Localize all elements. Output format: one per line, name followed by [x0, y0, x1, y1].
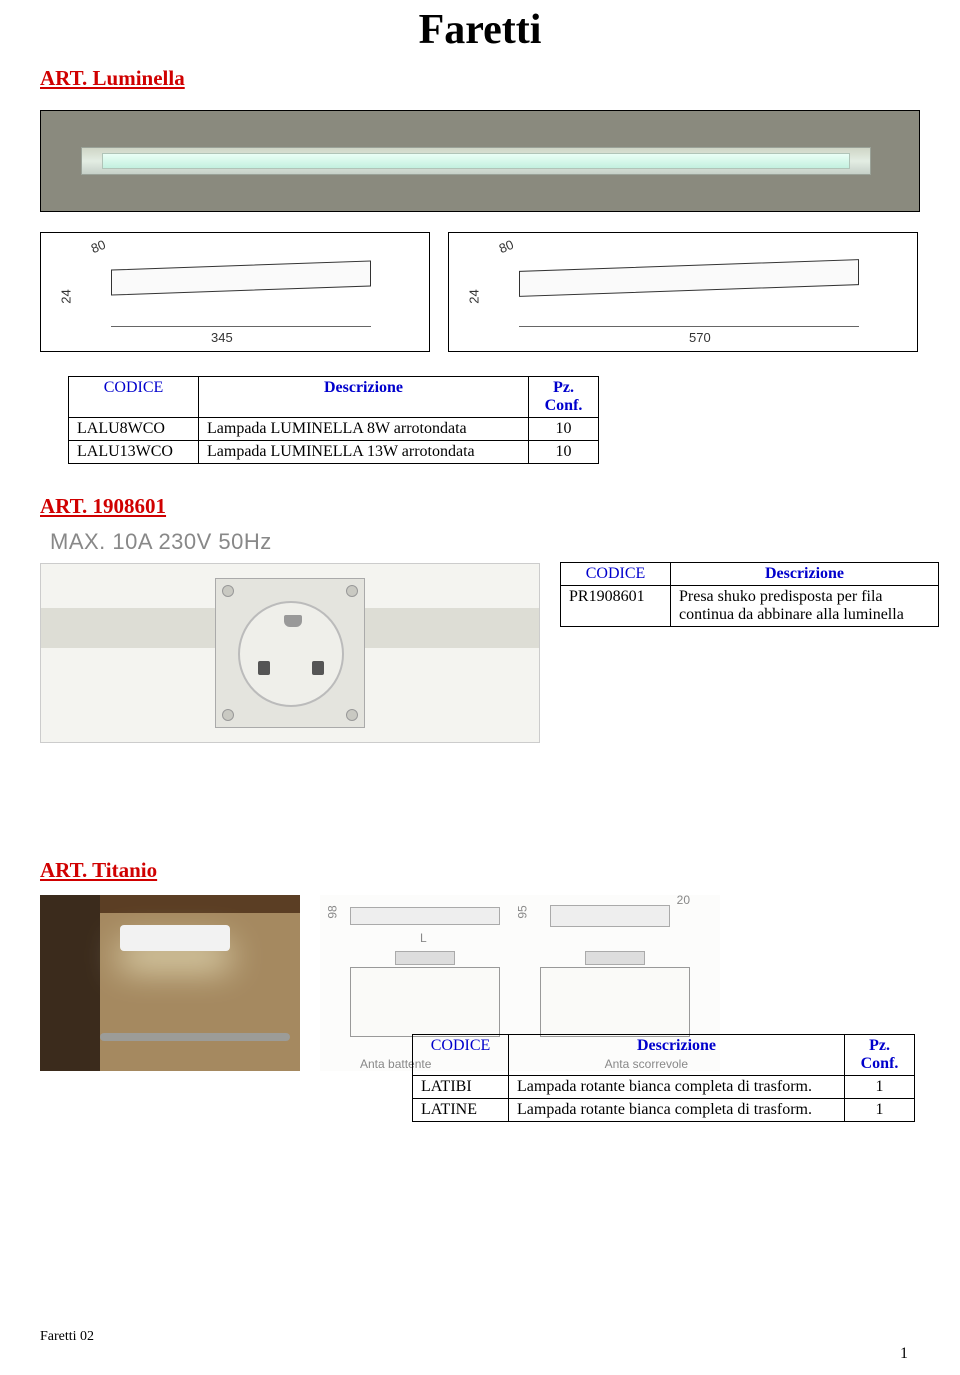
col-codice: CODICE: [561, 563, 671, 586]
dim-95: 95: [516, 905, 530, 918]
cell-pz: 1: [845, 1099, 915, 1122]
product-photo-socket: [40, 563, 540, 743]
diagram-lamp: [395, 951, 455, 965]
col-descrizione: Descrizione: [509, 1035, 845, 1076]
dim-570: 570: [689, 330, 711, 345]
diagram-row: 80 24 345 80 24 570: [40, 232, 918, 352]
dim-24: 24: [59, 289, 74, 303]
section-1908601: ART. 1908601 MAX. 10A 230V 50Hz CODICE D…: [40, 466, 920, 743]
dim-line: [111, 326, 371, 327]
socket-hole: [258, 661, 270, 675]
table-row: LATIBI Lampada rotante bianca completa d…: [413, 1076, 915, 1099]
col-codice: CODICE: [69, 377, 199, 418]
table-header-row: CODICE Descrizione: [561, 563, 939, 586]
screw-icon: [346, 585, 358, 597]
ground-pin: [284, 615, 302, 627]
cell-code: PR1908601: [561, 586, 671, 627]
diagram-570: 80 24 570: [448, 232, 918, 352]
pz-line1: Pz.: [869, 1037, 890, 1054]
col-pz-conf: Pz. Conf.: [845, 1035, 915, 1076]
cell-desc: Presa shuko predisposta per fila continu…: [671, 586, 939, 627]
col-pz-conf: Pz. Conf.: [529, 377, 599, 418]
lamp-bar-graphic: [81, 147, 871, 175]
screw-icon: [346, 709, 358, 721]
col-descrizione: Descrizione: [199, 377, 529, 418]
table-luminella: CODICE Descrizione Pz. Conf. LALU8WCO La…: [68, 376, 608, 464]
pz-line1: Pz.: [553, 379, 574, 396]
max-rating-label: MAX. 10A 230V 50Hz: [50, 529, 920, 555]
col-descrizione: Descrizione: [671, 563, 939, 586]
table-header-row: CODICE Descrizione Pz. Conf.: [413, 1035, 915, 1076]
socket-circle: [238, 601, 344, 707]
cell-pz: 1: [845, 1076, 915, 1099]
dim-20: 20: [677, 893, 690, 907]
table-row: LALU8WCO Lampada LUMINELLA 8W arrotondat…: [69, 418, 599, 441]
page-number: 1: [900, 1345, 908, 1363]
socket-plate: [215, 578, 365, 728]
cell-desc: Lampada rotante bianca completa di trasf…: [509, 1076, 845, 1099]
dim-345: 345: [211, 330, 233, 345]
pz-line2: Conf.: [861, 1055, 899, 1072]
table-row: LATINE Lampada rotante bianca completa d…: [413, 1099, 915, 1122]
section-luminella-heading: ART. Luminella: [40, 66, 185, 91]
cell-desc: Lampada LUMINELLA 8W arrotondata: [199, 418, 529, 441]
cell-pz: 10: [529, 441, 599, 464]
diagram-lamp: [585, 951, 645, 965]
diagram-345: 80 24 345: [40, 232, 430, 352]
rail-graphic: [100, 1033, 290, 1041]
dim-line: [519, 326, 859, 327]
cabinet-side: [40, 895, 100, 1071]
cell-code: LALU8WCO: [69, 418, 199, 441]
dim-80: 80: [497, 237, 516, 256]
socket-hole: [312, 661, 324, 675]
page-title: Faretti: [0, 6, 960, 54]
screw-icon: [222, 585, 234, 597]
section-titanio-heading: ART. Titanio: [40, 858, 920, 883]
dim-L: L: [420, 931, 427, 945]
pz-line2: Conf.: [545, 397, 583, 414]
table-socket: CODICE Descrizione PR1908601 Presa shuko…: [560, 562, 940, 627]
table-row: LALU13WCO Lampada LUMINELLA 13W arrotond…: [69, 441, 599, 464]
table-titanio: CODICE Descrizione Pz. Conf. LATIBI Lamp…: [412, 1034, 920, 1122]
lamp-graphic: [120, 925, 230, 951]
diagram-topview: [350, 903, 670, 941]
section-titanio: ART. Titanio 98 95 20 L Anta battente: [40, 806, 920, 1071]
col-codice: CODICE: [413, 1035, 509, 1076]
dim-24: 24: [467, 289, 482, 303]
footer-label: Faretti 02: [40, 1329, 94, 1345]
cell-desc: Lampada rotante bianca completa di trasf…: [509, 1099, 845, 1122]
product-photo-luminella: [40, 110, 920, 212]
section-1908601-heading: ART. 1908601: [40, 494, 920, 519]
diagram-shape: [519, 259, 859, 297]
table-header-row: CODICE Descrizione Pz. Conf.: [69, 377, 599, 418]
cabinet-top: [100, 895, 300, 913]
diagram-box: [540, 967, 690, 1037]
diagram-shape: [111, 260, 371, 295]
diagram-shape: [350, 907, 500, 925]
dim-80: 80: [89, 237, 108, 256]
cell-desc: Lampada LUMINELLA 13W arrotondata: [199, 441, 529, 464]
table-row: PR1908601 Presa shuko predisposta per fi…: [561, 586, 939, 627]
cell-code: LALU13WCO: [69, 441, 199, 464]
product-photo-titanio: [40, 895, 300, 1071]
diagram-box: [350, 967, 500, 1037]
screw-icon: [222, 709, 234, 721]
cell-pz: 10: [529, 418, 599, 441]
diagram-shape: [550, 905, 670, 927]
cell-code: LATIBI: [413, 1076, 509, 1099]
dim-98: 98: [326, 905, 340, 918]
cell-code: LATINE: [413, 1099, 509, 1122]
